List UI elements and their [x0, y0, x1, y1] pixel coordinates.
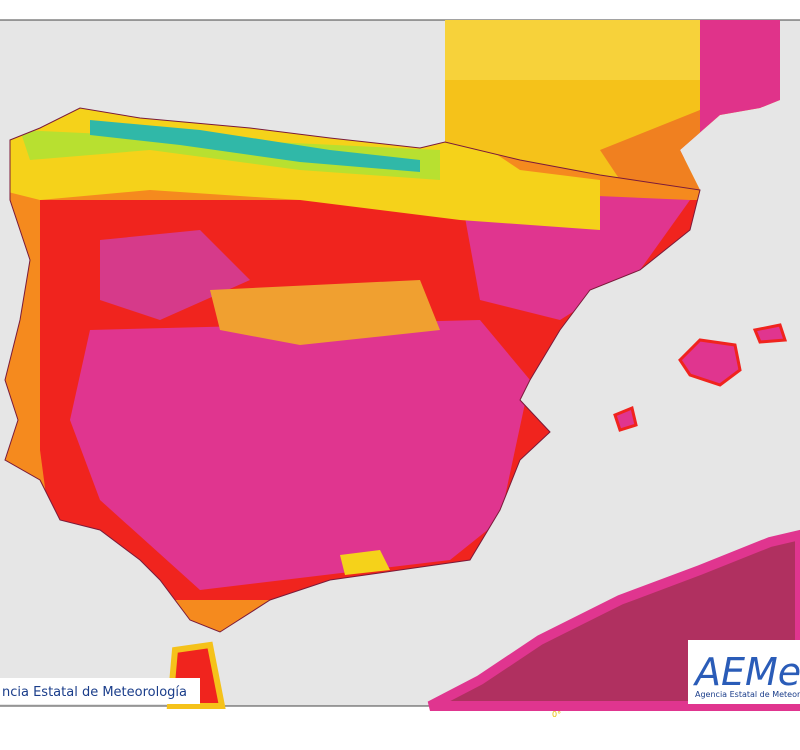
logo-box: [688, 640, 800, 704]
menorca: [752, 323, 788, 344]
logo-subtitle: Agencia Estatal de Meteorología: [695, 690, 800, 699]
credit-label: ncia Estatal de Meteorología: [2, 685, 187, 700]
credit-box: [0, 678, 200, 704]
footer-label: 0°: [552, 710, 561, 719]
coastline: [4, 107, 701, 633]
mallorca: [678, 338, 742, 387]
logo-mark: AEMet: [692, 650, 800, 694]
france: [445, 20, 780, 190]
ibiza: [613, 405, 638, 432]
